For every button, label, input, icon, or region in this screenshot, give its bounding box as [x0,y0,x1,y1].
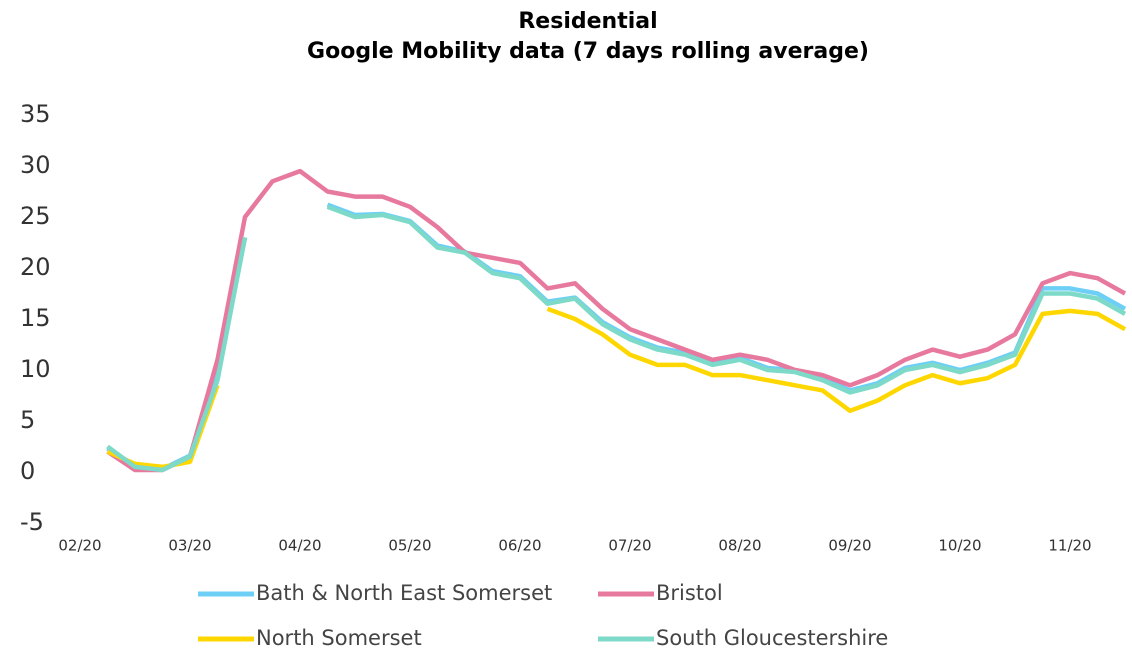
chart-subtitle: Google Mobility data (7 days rolling ave… [307,39,869,64]
x-tick-label: 02/20 [58,537,101,555]
x-tick-label: 03/20 [168,537,211,555]
x-tick-label: 11/20 [1048,537,1091,555]
series-line [106,204,1127,473]
y-tick-label: 25 [20,202,51,230]
x-tick-label: 04/20 [278,537,321,555]
y-tick-label: 0 [20,457,35,485]
x-tick-label: 07/20 [608,537,651,555]
x-tick-label: 09/20 [828,537,871,555]
legend-label: Bath & North East Somerset [256,581,552,605]
series-line [106,168,1127,473]
x-tick-label: 08/20 [718,537,761,555]
chart-title: Residential [518,9,657,34]
y-tick-label: 5 [20,406,35,434]
x-tick-label: 10/20 [938,537,981,555]
y-tick-label: 20 [20,253,51,281]
legend-label: North Somerset [256,626,422,650]
y-tick-label: 35 [20,100,51,128]
y-tick-label: 10 [20,355,51,383]
x-tick-label: 06/20 [498,537,541,555]
x-tick-label: 05/20 [388,537,431,555]
y-tick-label: 15 [20,304,51,332]
legend-label: Bristol [656,581,723,605]
y-tick-label: 30 [20,151,51,179]
legend-label: South Gloucestershire [656,626,888,650]
y-tick-label: -5 [20,508,44,536]
series-line [106,202,1127,472]
